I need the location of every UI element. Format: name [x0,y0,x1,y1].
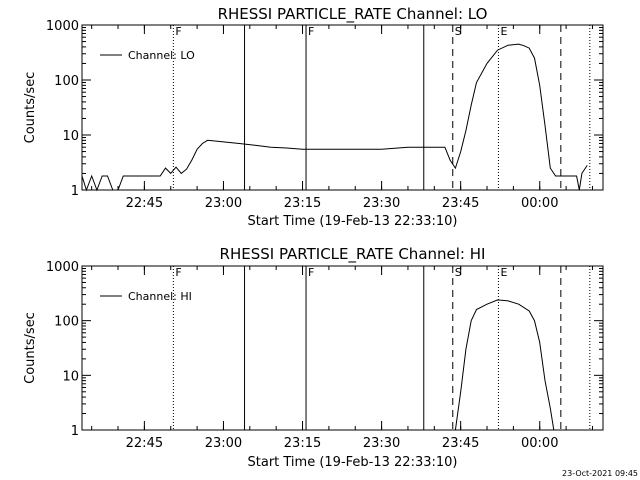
hi-y-axis-label: Counts/sec [23,312,38,384]
lo-marker-label: F [175,25,181,38]
hi-channel-panel: RHESSI PARTICLE_RATE Channel: HI Start Ti… [23,245,604,470]
hi-x-tick-label: 23:15 [284,436,321,451]
lo-x-axis-label: Start Time (19-Feb-13 22:33:10) [248,214,458,229]
hi-y-tick-label: 1 [71,424,79,439]
lo-y-tick-label: 100 [54,74,79,89]
lo-marker-label: S [455,25,462,38]
lo-x-tick-label: 23:00 [205,196,242,211]
lo-x-tick-label: 23:15 [284,196,321,211]
hi-y-tick-label: 10 [62,369,79,384]
hi-y-tick-label: 1000 [46,260,79,275]
lo-y-tick-label: 1 [71,184,79,199]
lo-marker-label: F [308,25,314,38]
lo-series-line [81,43,588,192]
hi-marker-label: F [308,266,314,279]
hi-marker-label: F [175,266,181,279]
hi-x-tick-label: 22:45 [126,436,163,451]
lo-channel-panel: RHESSI PARTICLE_RATE Channel: LO Start Ti… [23,5,604,229]
lo-legend-label: Channel: LO [128,49,195,62]
lo-x-tick-label: 23:45 [442,196,479,211]
hi-chart-title: RHESSI PARTICLE_RATE Channel: HI [220,245,486,264]
generation-timestamp: 23-Oct-2021 09:45 [562,469,638,478]
hi-x-axis-label: Start Time (19-Feb-13 22:33:10) [248,455,458,470]
lo-x-tick-label: 00:00 [521,196,558,211]
hi-plot-frame [81,265,604,431]
hi-series-line [454,299,555,431]
hi-x-tick-label: 00:00 [521,436,558,451]
hi-marker-label: S [455,266,462,279]
lo-marker-label: E [500,25,507,38]
hi-marker-label: E [500,266,507,279]
lo-plot-frame [81,24,604,191]
lo-x-tick-label: 23:30 [363,196,400,211]
lo-y-axis-label: Counts/sec [23,72,38,144]
hi-x-tick-label: 23:00 [205,436,242,451]
lo-chart-title: RHESSI PARTICLE_RATE Channel: LO [218,5,488,24]
hi-y-tick-label: 100 [54,315,79,330]
hi-legend-label: Channel: HI [128,290,192,303]
hi-x-tick-label: 23:45 [442,436,479,451]
hi-x-tick-label: 23:30 [363,436,400,451]
lo-x-tick-label: 22:45 [126,196,163,211]
lo-y-tick-label: 10 [62,129,79,144]
lo-y-tick-label: 1000 [46,19,79,34]
